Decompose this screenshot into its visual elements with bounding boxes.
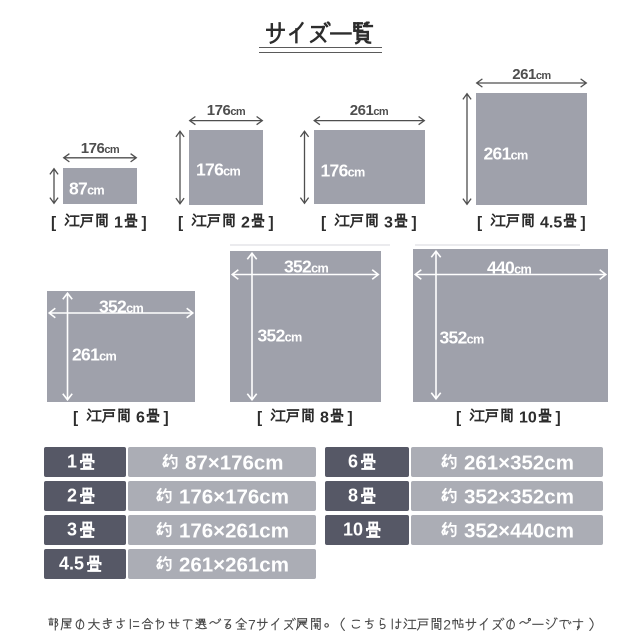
svg-text:2: 2 bbox=[67, 486, 77, 506]
svg-text:]: ] bbox=[268, 214, 273, 231]
svg-text:6: 6 bbox=[136, 409, 145, 426]
svg-text:1: 1 bbox=[114, 214, 123, 231]
svg-text:6: 6 bbox=[348, 452, 358, 472]
svg-text:176×261cm: 176×261cm bbox=[179, 520, 289, 543]
svg-text:3: 3 bbox=[67, 520, 77, 540]
svg-text:[: [ bbox=[51, 214, 56, 231]
svg-text:[: [ bbox=[178, 214, 183, 231]
svg-text:176×176cm: 176×176cm bbox=[179, 486, 289, 509]
svg-text:[: [ bbox=[456, 409, 461, 426]
svg-text:[: [ bbox=[321, 214, 326, 231]
svg-text:352×440cm: 352×440cm bbox=[464, 520, 574, 543]
svg-text:352×352cm: 352×352cm bbox=[464, 486, 574, 509]
svg-text:]: ] bbox=[411, 214, 416, 231]
svg-text:]: ] bbox=[580, 214, 585, 231]
svg-text:[: [ bbox=[73, 409, 78, 426]
svg-text:]: ] bbox=[163, 409, 168, 426]
svg-text:1: 1 bbox=[67, 452, 77, 472]
svg-text:261×261cm: 261×261cm bbox=[179, 554, 289, 577]
svg-text:2: 2 bbox=[241, 214, 250, 231]
svg-text:261×352cm: 261×352cm bbox=[464, 452, 574, 475]
svg-text:87×176cm: 87×176cm bbox=[185, 452, 284, 475]
svg-text:8: 8 bbox=[320, 409, 329, 426]
svg-text:4.5: 4.5 bbox=[59, 554, 84, 574]
svg-text:8: 8 bbox=[348, 486, 358, 506]
svg-text:]: ] bbox=[141, 214, 146, 231]
svg-text:]: ] bbox=[555, 409, 560, 426]
svg-text:7: 7 bbox=[248, 616, 256, 632]
svg-text:[: [ bbox=[477, 214, 482, 231]
svg-text:]: ] bbox=[347, 409, 352, 426]
svg-text:4.5: 4.5 bbox=[540, 214, 562, 231]
svg-text:10: 10 bbox=[343, 520, 363, 540]
svg-text:2: 2 bbox=[443, 616, 451, 632]
svg-text:[: [ bbox=[257, 409, 262, 426]
svg-text:3: 3 bbox=[384, 214, 393, 231]
svg-text:10: 10 bbox=[519, 409, 537, 426]
